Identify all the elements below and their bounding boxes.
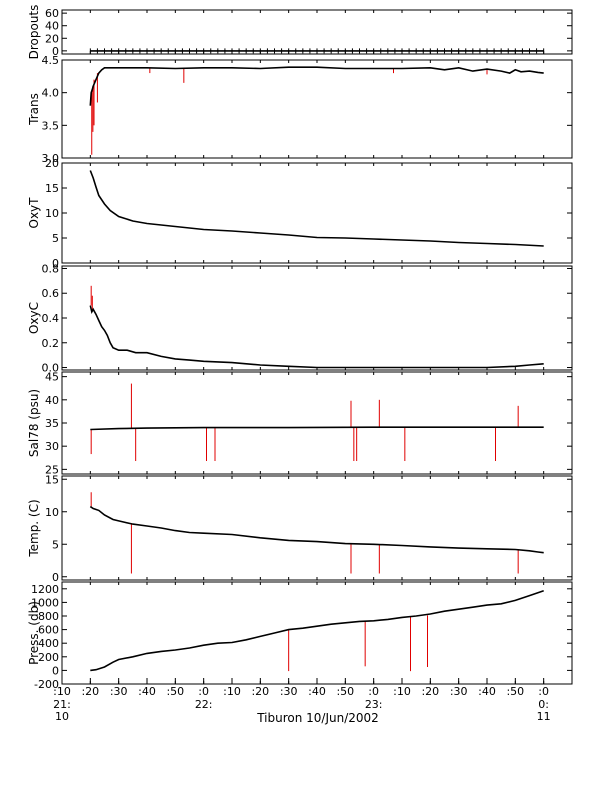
sal78-ytick-label: 45 [45,371,59,384]
xtick-label: :0 [368,685,379,698]
oxyc-series-line [89,305,544,369]
panel-oxyc: 0.0 0.2 0.4 0.6 0.8 OxyC [27,262,573,375]
temp-series-line [89,505,544,554]
xtick-label: :30 [280,685,298,698]
xtick-label: :20 [81,685,99,698]
press-series-line [90,590,544,672]
oxyt-ytick-label: 20 [45,157,59,170]
xtick-label: :10 [53,685,71,698]
sal78-ytick-label: 25 [45,463,59,476]
xtick-label: :30 [110,685,128,698]
trans-ylabel: Trans [27,93,41,126]
oxyt-series-line [89,170,544,247]
temp-ytick-label: 5 [52,538,59,551]
oxyc-ytick-label: 0.6 [42,287,60,300]
press-ylabel: Press. (db) [27,601,41,665]
press-ytick-label: 1000 [31,596,59,609]
sal78-ytick-label: 35 [45,417,59,430]
press-ytick-label: 800 [38,610,59,623]
xtick-label: :40 [308,685,326,698]
xtick-label: :10 [393,685,411,698]
oxyc-ytick-label: 0.8 [42,262,60,275]
hour-label: 11 [537,710,551,723]
press-ytick-label: 0 [52,664,59,677]
dropouts-plot-frame [61,9,573,55]
oxyt-ytick-label: 0 [52,257,59,270]
oxyt-ytick-label: 10 [45,207,59,220]
trans-ytick-label: 4.5 [42,54,60,67]
chart-caption: Tiburon 10/Jun/2002 [256,711,379,725]
temp-plot-frame [61,475,573,581]
oxyc-ytick-label: 0.4 [42,312,60,325]
temp-ytick-label: 10 [45,506,59,519]
hour-label: 23: [365,698,383,711]
press-ytick-label: 600 [38,624,59,637]
oxyc-ytick-label: 0.0 [42,362,60,375]
trans-series-line [89,66,544,106]
xtick-label: :50 [166,685,184,698]
press-ytick-label: 1200 [31,583,59,596]
xtick-label: :50 [336,685,354,698]
dropouts-ytick-label: 0 [52,45,59,58]
trans-ytick-label: 3.0 [42,152,60,165]
press-ytick-label: 400 [38,637,59,650]
xtick-label: :30 [450,685,468,698]
sal78-ytick-label: 40 [45,394,59,407]
oxyt-plot-frame [61,162,573,264]
sal78-ylabel: Sal78 (psu) [27,389,41,457]
xtick-label: :40 [478,685,496,698]
press-plot-frame [61,581,573,685]
xtick-label: :10 [223,685,241,698]
oxyt-ytick-label: 5 [52,232,59,245]
press-ytick-label: -200 [34,678,59,691]
xtick-label: :40 [138,685,156,698]
trans-ytick-label: 4.0 [42,87,60,100]
trans-plot-frame [61,59,573,159]
oxyt-ylabel: OxyT [27,197,41,229]
dropouts-ytick-label: 60 [45,7,59,20]
hour-label: 21: [53,698,71,711]
oxyc-ytick-label: 0.2 [42,337,60,350]
sal78-series-line [90,426,544,431]
hour-label: 22: [195,698,213,711]
oxyc-plot-frame [61,265,573,371]
temp-ytick-label: 15 [45,473,59,486]
sal78-ytick-label: 30 [45,440,59,453]
xtick-label: :0 [538,685,549,698]
press-ytick-label: 200 [38,651,59,664]
oxyt-ytick-label: 15 [45,182,59,195]
dropouts-ytick-label: 20 [45,32,59,45]
chart-panels: 0204060Dropouts3.03.54.04.5Trans05101520… [27,5,573,691]
panel-trans: 3.0 3.5 4.0 4.5 Trans [27,54,573,165]
hour-label: 0: [538,698,549,711]
panel-temp: 0 5 10 15 Temp. (C) [27,473,573,584]
temp-ylabel: Temp. (C) [27,499,41,557]
hour-label: 10 [55,710,69,723]
xtick-label: :50 [506,685,524,698]
xtick-label: :20 [251,685,269,698]
x-axis: :10 :20 :30 :40 :50 :0 :10 :20 :30 :40 :50 :0 :10 :20… [53,678,551,723]
dropouts-ytick-label: 40 [45,20,59,33]
oxyc-ylabel: OxyC [27,302,41,334]
temp-ytick-label: 0 [52,571,59,584]
xtick-label: :0 [198,685,209,698]
dropouts-ylabel: Dropouts [27,5,41,60]
trans-ytick-label: 3.5 [42,119,60,132]
panel-oxyt: 0 5 10 15 20 OxyT [27,157,573,270]
xtick-label: :20 [421,685,439,698]
panel-sal78: 25 30 35 40 45 Sal78 (psu) [27,371,573,476]
